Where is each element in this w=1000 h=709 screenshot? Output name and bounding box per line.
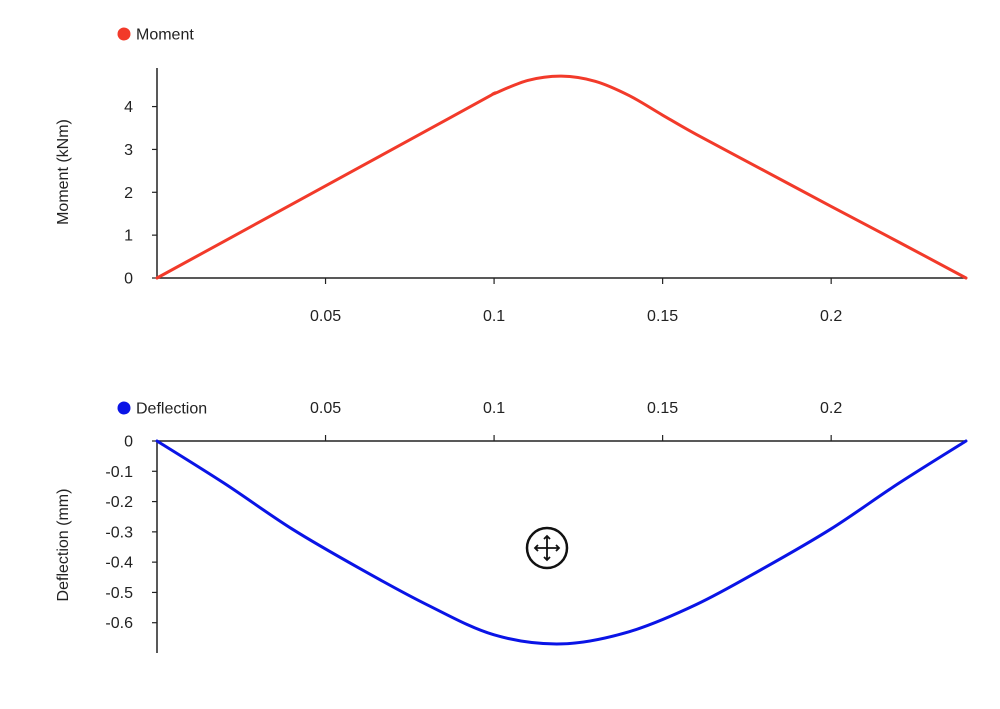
x-tick-label: 0.1 <box>483 400 505 417</box>
moment-legend-marker <box>117 27 131 41</box>
x-tick-label: 0.05 <box>310 400 341 417</box>
deflection-chart: Deflection Deflection (mm) 0 -0.1 -0.2 -0.3… <box>55 400 968 653</box>
moment-series-line <box>155 74 968 280</box>
deflection-legend-label: Deflection <box>136 401 207 418</box>
x-tick-label: 0.2 <box>820 400 842 417</box>
y-tick-label: 2 <box>124 185 133 202</box>
y-tick-label: 0 <box>124 434 133 451</box>
x-tick-label: 0.15 <box>647 400 678 417</box>
y-tick-label: -0.6 <box>105 615 133 632</box>
y-tick-label: -0.5 <box>105 585 133 602</box>
y-tick-label: 0 <box>124 271 133 288</box>
y-tick-label: 1 <box>124 228 133 245</box>
deflection-series-line <box>155 439 968 646</box>
move-cursor-icon[interactable] <box>525 526 569 570</box>
x-tick-label: 0.15 <box>647 308 678 325</box>
moment-y-axis-label: Moment (kNm) <box>55 119 72 225</box>
y-tick-label: 3 <box>124 142 133 159</box>
x-tick-label: 0.05 <box>310 308 341 325</box>
x-tick-label: 0.1 <box>483 308 505 325</box>
y-tick-label: -0.2 <box>105 494 133 511</box>
y-tick-label: -0.4 <box>105 555 133 572</box>
deflection-legend-marker <box>117 401 131 415</box>
moment-chart: Moment Moment (kNm) 0 1 2 3 4 0.05 0.1 0.15 0.2 <box>55 27 968 325</box>
y-tick-label: -0.3 <box>105 524 133 541</box>
deflection-legend[interactable]: Deflection <box>117 401 208 418</box>
x-tick-label: 0.2 <box>820 308 842 325</box>
moment-axes: 0 1 2 3 4 0.05 0.1 0.15 0.2 <box>124 68 966 325</box>
moment-legend[interactable]: Moment <box>117 27 195 44</box>
deflection-axes: 0 -0.1 -0.2 -0.3 -0.4 -0.5 -0.6 0.05 0.1 0.15 0.2 <box>105 400 966 653</box>
y-tick-label: -0.1 <box>105 464 133 481</box>
y-tick-label: 4 <box>124 99 133 116</box>
deflection-y-axis-label: Deflection (mm) <box>55 489 72 602</box>
moment-legend-label: Moment <box>136 27 194 44</box>
